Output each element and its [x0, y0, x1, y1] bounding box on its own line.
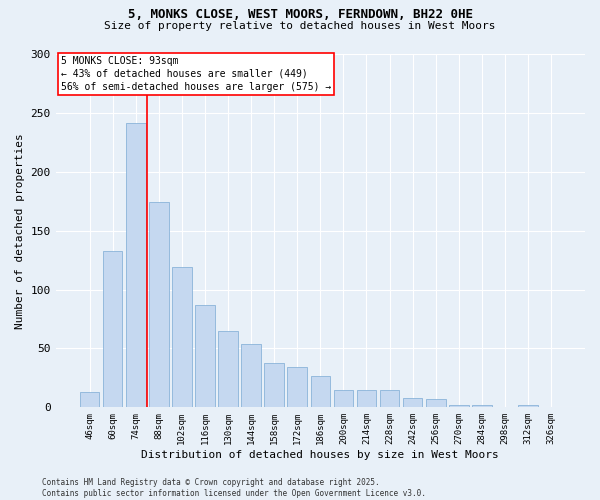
Bar [426, 399, 446, 407]
Bar [265, 362, 284, 408]
Bar [380, 390, 400, 407]
Bar [149, 202, 169, 408]
Bar [172, 267, 191, 408]
Text: Contains HM Land Registry data © Crown copyright and database right 2025.
Contai: Contains HM Land Registry data © Crown c… [42, 478, 426, 498]
Bar [311, 376, 330, 408]
Bar [103, 250, 122, 408]
Y-axis label: Number of detached properties: Number of detached properties [15, 133, 25, 328]
Bar [195, 305, 215, 408]
Bar [218, 331, 238, 407]
Bar [80, 392, 100, 407]
Bar [241, 344, 261, 407]
Bar [126, 124, 146, 408]
Bar [287, 368, 307, 408]
Bar [334, 390, 353, 407]
Bar [356, 390, 376, 407]
Text: 5 MONKS CLOSE: 93sqm
← 43% of detached houses are smaller (449)
56% of semi-deta: 5 MONKS CLOSE: 93sqm ← 43% of detached h… [61, 56, 331, 92]
Bar [518, 405, 538, 407]
Bar [449, 405, 469, 407]
Text: Size of property relative to detached houses in West Moors: Size of property relative to detached ho… [104, 21, 496, 31]
X-axis label: Distribution of detached houses by size in West Moors: Distribution of detached houses by size … [142, 450, 499, 460]
Text: 5, MONKS CLOSE, WEST MOORS, FERNDOWN, BH22 0HE: 5, MONKS CLOSE, WEST MOORS, FERNDOWN, BH… [128, 8, 473, 20]
Bar [472, 405, 492, 407]
Bar [403, 398, 422, 407]
